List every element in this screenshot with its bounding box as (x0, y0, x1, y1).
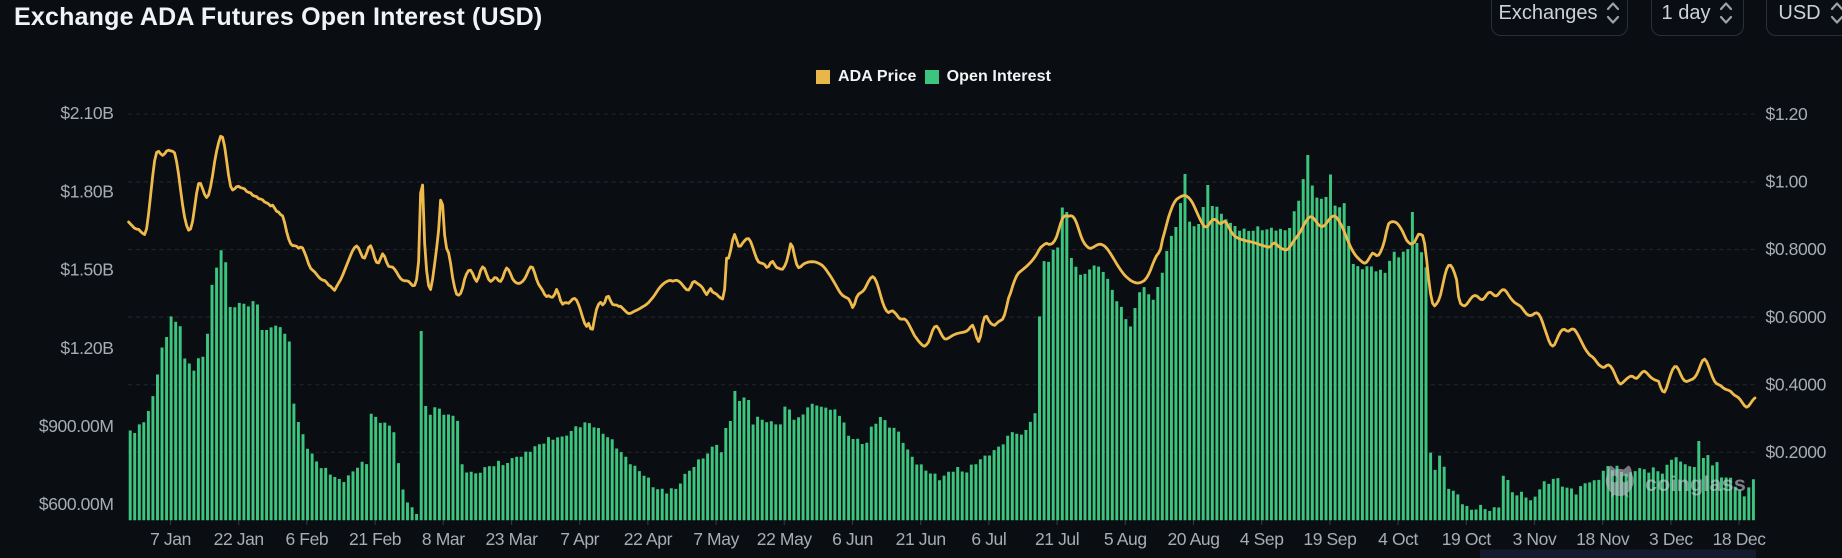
svg-text:21 Jul: 21 Jul (1035, 529, 1079, 549)
svg-text:4 Sep: 4 Sep (1240, 529, 1284, 549)
svg-text:5 Aug: 5 Aug (1104, 529, 1147, 549)
svg-text:7 May: 7 May (693, 529, 739, 549)
svg-text:8 Mar: 8 Mar (422, 529, 465, 549)
svg-text:$0.6000: $0.6000 (1766, 307, 1827, 327)
svg-text:18 Nov: 18 Nov (1576, 529, 1630, 549)
svg-text:6 Feb: 6 Feb (286, 529, 329, 549)
svg-text:$600.00M: $600.00M (39, 494, 114, 514)
svg-text:6 Jun: 6 Jun (832, 529, 873, 549)
svg-text:$1.20: $1.20 (1766, 104, 1808, 124)
svg-text:$900.00M: $900.00M (39, 416, 114, 436)
svg-text:22 May: 22 May (757, 529, 813, 549)
svg-text:7 Apr: 7 Apr (560, 529, 599, 549)
svg-text:22 Jan: 22 Jan (214, 529, 264, 549)
svg-text:3 Nov: 3 Nov (1513, 529, 1557, 549)
svg-text:4 Oct: 4 Oct (1378, 529, 1418, 549)
svg-text:$0.2000: $0.2000 (1766, 442, 1827, 462)
svg-text:22 Apr: 22 Apr (624, 529, 673, 549)
svg-text:19 Oct: 19 Oct (1442, 529, 1492, 549)
svg-text:$0.4000: $0.4000 (1766, 374, 1827, 394)
svg-text:23 Mar: 23 Mar (485, 529, 538, 549)
svg-text:19 Sep: 19 Sep (1303, 529, 1356, 549)
svg-text:21 Jun: 21 Jun (896, 529, 946, 549)
svg-text:coinglass: coinglass (1645, 472, 1746, 496)
svg-text:6 Jul: 6 Jul (971, 529, 1006, 549)
svg-text:$1.80B: $1.80B (60, 181, 113, 201)
svg-text:$2.10B: $2.10B (60, 103, 113, 123)
svg-text:$1.20B: $1.20B (60, 338, 113, 358)
svg-text:20 Aug: 20 Aug (1167, 529, 1219, 549)
svg-text:$1.00: $1.00 (1766, 172, 1808, 192)
svg-text:$0.8000: $0.8000 (1766, 239, 1827, 259)
svg-text:7 Jan: 7 Jan (150, 529, 191, 549)
svg-text:$1.50B: $1.50B (60, 260, 113, 280)
svg-text:21 Feb: 21 Feb (349, 529, 401, 549)
svg-text:18 Dec: 18 Dec (1713, 529, 1767, 549)
svg-text:3 Dec: 3 Dec (1649, 529, 1693, 549)
